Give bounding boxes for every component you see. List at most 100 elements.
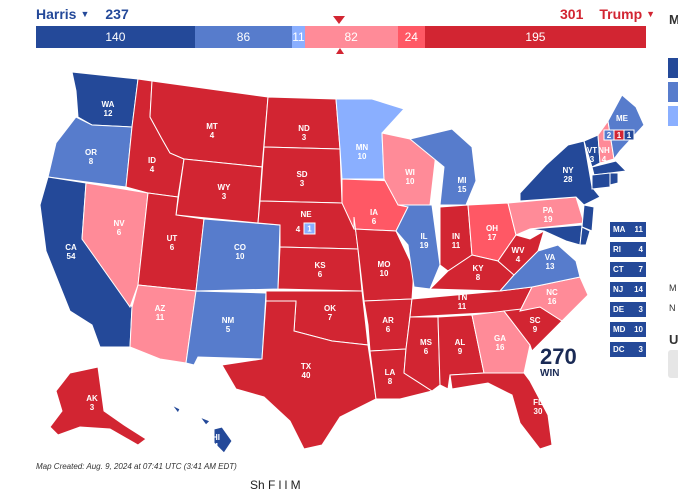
state-label-fl: FL: [533, 398, 543, 407]
state-ev-va: 13: [546, 262, 555, 271]
edge-letter-2: M: [669, 283, 677, 293]
small-state-ev: 3: [638, 305, 643, 314]
state-label-ca: CA: [65, 243, 77, 252]
small-state-ev: 10: [634, 325, 643, 334]
state-label-oh: OH: [486, 224, 498, 233]
state-label-mo: MO: [378, 260, 391, 269]
state-AK[interactable]: [49, 366, 147, 446]
state-NJ[interactable]: [581, 204, 595, 232]
edge-letter-4: U: [669, 332, 678, 347]
state-label-nc: NC: [546, 288, 558, 297]
state-label-vt: VT: [587, 146, 597, 155]
state-label-hi: HI: [212, 433, 220, 442]
bar-segment: 24: [397, 26, 425, 48]
state-label-mi: MI: [458, 176, 467, 185]
state-ev-al: 9: [458, 347, 463, 356]
electoral-vote-bar: 140 86 11 82 24 195: [36, 26, 646, 48]
small-state-abbr: DE: [613, 305, 625, 314]
small-state-ri[interactable]: RI 4: [610, 242, 646, 257]
small-state-nj[interactable]: NJ 14: [610, 282, 646, 297]
side-swatch-3: [668, 106, 678, 126]
state-label-wv: WV: [512, 246, 526, 255]
state-ev-wa: 12: [104, 109, 113, 118]
state-TX[interactable]: [221, 300, 377, 450]
state-ME[interactable]: [607, 94, 645, 161]
state-ev-wv: 4: [516, 255, 521, 264]
state-MD[interactable]: [529, 224, 583, 246]
state-NV[interactable]: [81, 182, 149, 309]
edge-letter-1: M: [669, 12, 678, 27]
state-label-co: CO: [234, 243, 246, 252]
state-IL[interactable]: [395, 204, 441, 290]
small-state-de[interactable]: DE 3: [610, 302, 646, 317]
side-button[interactable]: [668, 350, 678, 378]
state-HI[interactable]: [171, 404, 233, 454]
side-swatch-2: [668, 82, 678, 102]
state-ev-mt: 4: [210, 131, 215, 140]
ne-district-label: 1: [307, 225, 312, 234]
state-label-nv: NV: [113, 219, 125, 228]
state-ev-mo: 10: [380, 269, 389, 278]
state-ev-nd: 3: [302, 133, 307, 142]
small-state-ma[interactable]: MA 11: [610, 222, 646, 237]
state-label-or: OR: [85, 148, 97, 157]
state-label-id: ID: [148, 156, 156, 165]
state-MI[interactable]: [408, 128, 477, 206]
state-ev-in: 11: [452, 241, 461, 250]
state-label-il: IL: [420, 232, 427, 241]
state-label-wa: WA: [102, 100, 115, 109]
state-ev-ne: 4: [296, 225, 301, 234]
state-ev-ok: 7: [328, 313, 333, 322]
small-state-ct[interactable]: CT 7: [610, 262, 646, 277]
state-ev-sd: 3: [300, 179, 305, 188]
midpoint-marker-bottom: [336, 48, 344, 54]
state-ev-hi: 4: [214, 442, 219, 451]
state-ev-fl: 30: [534, 407, 543, 416]
map-credit: Map Created: Aug. 9, 2024 at 07:41 UTC (…: [36, 462, 237, 471]
me-district-label-c: 1: [627, 131, 632, 140]
state-ev-nm: 5: [226, 325, 231, 334]
small-state-dc[interactable]: DC 3: [610, 342, 646, 357]
state-ev-mi: 15: [458, 185, 467, 194]
bar-segment: 82: [304, 26, 398, 48]
logo-270towin[interactable]: 270 WIN: [540, 346, 580, 380]
chevron-down-icon[interactable]: ▼: [646, 9, 656, 19]
bar-segment: 140: [36, 26, 195, 48]
me-district-label-b: 1: [617, 131, 622, 140]
harris-header[interactable]: Harris ▼ 237: [36, 6, 129, 22]
state-label-la: LA: [385, 368, 396, 377]
harris-name[interactable]: Harris: [36, 6, 77, 22]
state-MA[interactable]: [591, 160, 628, 176]
state-RI[interactable]: [609, 172, 619, 186]
edge-letter-3: N: [669, 303, 676, 313]
small-state-abbr: DC: [613, 345, 625, 354]
state-CT[interactable]: [591, 172, 611, 190]
state-FL[interactable]: [449, 372, 553, 450]
state-label-ks: KS: [314, 261, 326, 270]
header: Harris ▼ 237 301 Trump ▼: [0, 6, 678, 26]
bar-segment: 195: [424, 26, 646, 48]
state-ev-nc: 16: [548, 297, 557, 306]
state-ev-il: 19: [420, 241, 429, 250]
state-label-tn: TN: [457, 293, 468, 302]
state-AZ[interactable]: [129, 284, 197, 364]
state-NY[interactable]: [519, 140, 601, 206]
chevron-down-icon[interactable]: ▼: [80, 9, 90, 19]
state-ev-az: 11: [156, 313, 165, 322]
me-district-box-c[interactable]: [623, 129, 635, 141]
state-ev-ks: 6: [318, 270, 323, 279]
trump-header[interactable]: 301 Trump ▼: [560, 6, 655, 22]
state-DE[interactable]: [579, 226, 591, 246]
state-label-az: AZ: [155, 304, 166, 313]
state-ev-oh: 17: [488, 233, 497, 242]
state-ev-wi: 10: [406, 177, 415, 186]
state-ev-ky: 8: [476, 273, 481, 282]
ne-district-box[interactable]: [303, 222, 316, 235]
small-state-md[interactable]: MD 10: [610, 322, 646, 337]
state-label-al: AL: [455, 338, 466, 347]
state-label-ut: UT: [167, 234, 178, 243]
state-label-wy: WY: [218, 183, 232, 192]
trump-name[interactable]: Trump: [599, 6, 643, 22]
state-ev-ms: 6: [424, 347, 429, 356]
bar-segment: 86: [194, 26, 293, 48]
